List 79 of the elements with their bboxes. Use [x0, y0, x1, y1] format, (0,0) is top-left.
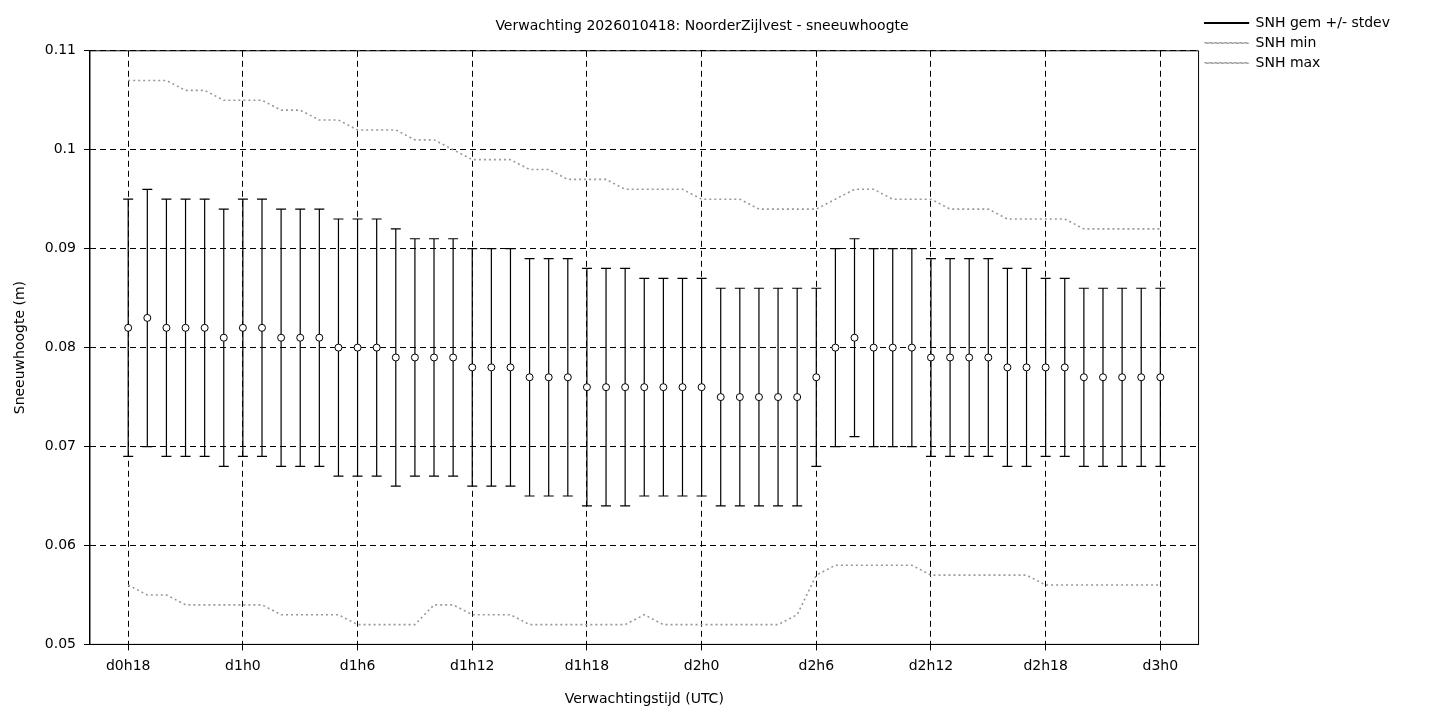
y-tick-label: 0.1	[53, 140, 76, 157]
point	[774, 393, 783, 402]
line-series	[127, 79, 1162, 230]
point	[410, 353, 419, 362]
point	[1060, 363, 1069, 372]
point	[487, 363, 496, 372]
point	[277, 333, 286, 342]
point	[257, 323, 266, 332]
point	[353, 343, 362, 352]
point	[965, 353, 974, 362]
point	[124, 323, 133, 332]
point	[238, 323, 247, 332]
point	[735, 393, 744, 402]
point	[1098, 373, 1107, 382]
y-tick-label: 0.07	[44, 437, 76, 454]
x-tick-label: d1h18	[564, 657, 610, 674]
point	[391, 353, 400, 362]
point	[219, 333, 228, 342]
point	[544, 373, 553, 382]
point	[1022, 363, 1031, 372]
point	[754, 393, 763, 402]
point	[850, 333, 859, 342]
point	[602, 383, 611, 392]
point	[659, 383, 668, 392]
point	[525, 373, 534, 382]
y-tick-label: 0.08	[44, 338, 76, 355]
point	[181, 323, 190, 332]
x-axis-title: Verwachtingstijd (UTC)	[564, 690, 724, 707]
x-tick-label: d1h6	[339, 657, 376, 674]
y-tick-label: 0.05	[44, 635, 76, 652]
point	[200, 323, 209, 332]
point	[372, 343, 381, 352]
point	[793, 393, 802, 402]
point	[831, 343, 840, 352]
point	[907, 343, 916, 352]
point	[506, 363, 515, 372]
point	[640, 383, 649, 392]
point	[888, 343, 897, 352]
x-tick-label: d2h0	[683, 657, 720, 674]
point	[468, 363, 477, 372]
point	[143, 313, 152, 322]
legend-label: SNH min	[1255, 33, 1317, 50]
y-tick-label: 0.09	[44, 239, 76, 256]
point	[430, 353, 439, 362]
point	[582, 383, 591, 392]
point	[716, 393, 725, 402]
x-tick-label: d2h6	[798, 657, 835, 674]
legend-label: SNH gem +/- stdev	[1255, 13, 1391, 30]
point	[1156, 373, 1165, 382]
y-tick-label: 0.11	[44, 41, 76, 58]
x-tick-label: d1h0	[225, 657, 261, 674]
point	[1079, 373, 1088, 382]
point	[1137, 373, 1146, 382]
point	[812, 373, 821, 382]
point	[334, 343, 343, 352]
legend-label: SNH max	[1255, 53, 1321, 70]
chart-title: Verwachting 2026010418: NoorderZijlvest - sneeuwhoogte	[495, 17, 909, 34]
point	[1041, 363, 1050, 372]
point	[984, 353, 993, 362]
x-tick-label: d3h0	[1142, 657, 1179, 674]
point	[162, 323, 171, 332]
x-tick-label: d0h18	[105, 657, 151, 674]
point	[449, 353, 458, 362]
point	[869, 343, 878, 352]
point	[563, 373, 572, 382]
x-tick-label: d2h18	[1023, 657, 1068, 674]
point	[946, 353, 955, 362]
point	[1003, 363, 1012, 372]
point	[926, 353, 935, 362]
x-tick-label: d2h12	[908, 657, 954, 674]
point	[621, 383, 630, 392]
point	[1118, 373, 1127, 382]
x-tick-label: d1h12	[450, 657, 495, 674]
point	[697, 383, 706, 392]
y-tick-label: 0.06	[44, 536, 77, 553]
y-axis-title: Sneeuwhoogte (m)	[11, 280, 28, 415]
point	[315, 333, 324, 342]
point	[296, 333, 305, 342]
point	[678, 383, 687, 392]
